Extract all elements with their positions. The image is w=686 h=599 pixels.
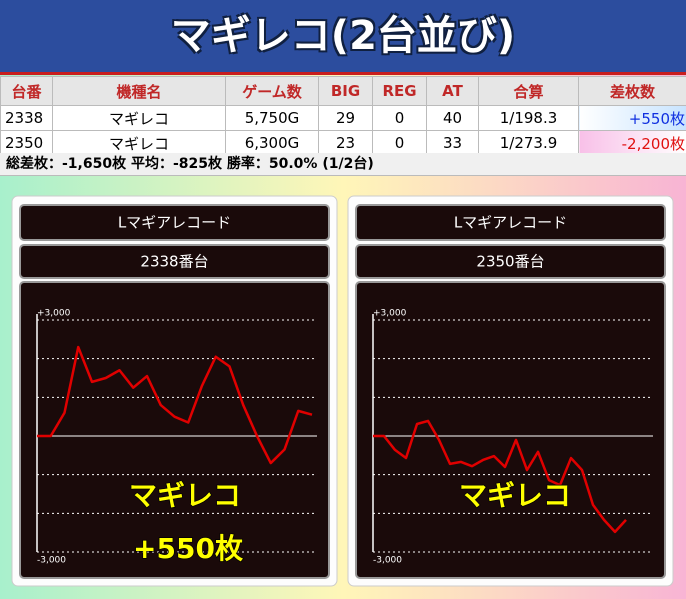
column-header: 機種名	[52, 76, 226, 106]
column-header: 差枚数	[578, 76, 686, 106]
table-cell: 1/198.3	[478, 105, 579, 131]
table-cell: 29	[318, 105, 373, 131]
table-cell: 33	[426, 130, 479, 156]
table-cell: +550枚	[578, 105, 686, 131]
title-bar: マギレコ(2台並び)	[0, 0, 686, 75]
table-cell: 40	[426, 105, 479, 131]
machine-name: Lマギアレコード	[454, 214, 567, 232]
overlay-text: マギレコ	[129, 479, 241, 512]
summary: 総差枚：-1,650枚 平均：-825枚 勝率：50.0% (1/2台)	[0, 153, 686, 176]
data-line	[373, 419, 627, 534]
y-tick-label: -3,000	[37, 556, 66, 566]
column-header: ゲーム数	[225, 76, 319, 106]
table-cell: 5,750G	[225, 105, 319, 131]
y-tick-label: -3,000	[373, 556, 402, 566]
table-row: 2350 マギレコ 6,300G 23 0 33 1/273.9 -2,200枚	[0, 130, 686, 156]
column-header: BIG	[318, 76, 373, 106]
column-header: REG	[372, 76, 427, 106]
table-cell: マギレコ	[52, 130, 226, 156]
table-cell: -2,200枚	[578, 130, 686, 156]
table-row: 2338 マギレコ 5,750G 29 0 40 1/198.3 +550枚	[0, 105, 686, 131]
column-header: AT	[426, 76, 479, 106]
table-cell: 23	[318, 130, 373, 156]
data-line	[37, 345, 313, 465]
y-tick-label: +3,000	[37, 309, 71, 319]
unit-name: 2338番台	[140, 253, 208, 271]
overlay-text: +550枚	[133, 532, 243, 565]
unit-bar	[355, 244, 666, 279]
machine-bar	[19, 204, 330, 241]
chart-area	[19, 281, 330, 579]
machine-name: Lマギアレコード	[118, 214, 231, 232]
unit-bar	[19, 244, 330, 279]
chart-area	[355, 281, 666, 579]
machine-bar	[355, 204, 666, 241]
unit-name: 2350番台	[476, 253, 544, 271]
page-title: マギレコ(2台並び)	[170, 13, 516, 59]
table-cell: 0	[372, 130, 427, 156]
header-row: 台番 機種名 ゲーム数 BIG REG AT 合算 差枚数	[0, 76, 686, 106]
table-cell: 2338	[0, 105, 53, 131]
data-table: 台番 機種名 ゲーム数 BIG REG AT 合算 差枚数 2338 マギレコ 5,750G 29 0…	[0, 76, 686, 156]
y-tick-label: +3,000	[373, 309, 407, 319]
table-cell: 2350	[0, 130, 53, 156]
table-cell: マギレコ	[52, 105, 226, 131]
overlay-text: マギレコ	[459, 479, 571, 512]
table-cell: 0	[372, 105, 427, 131]
